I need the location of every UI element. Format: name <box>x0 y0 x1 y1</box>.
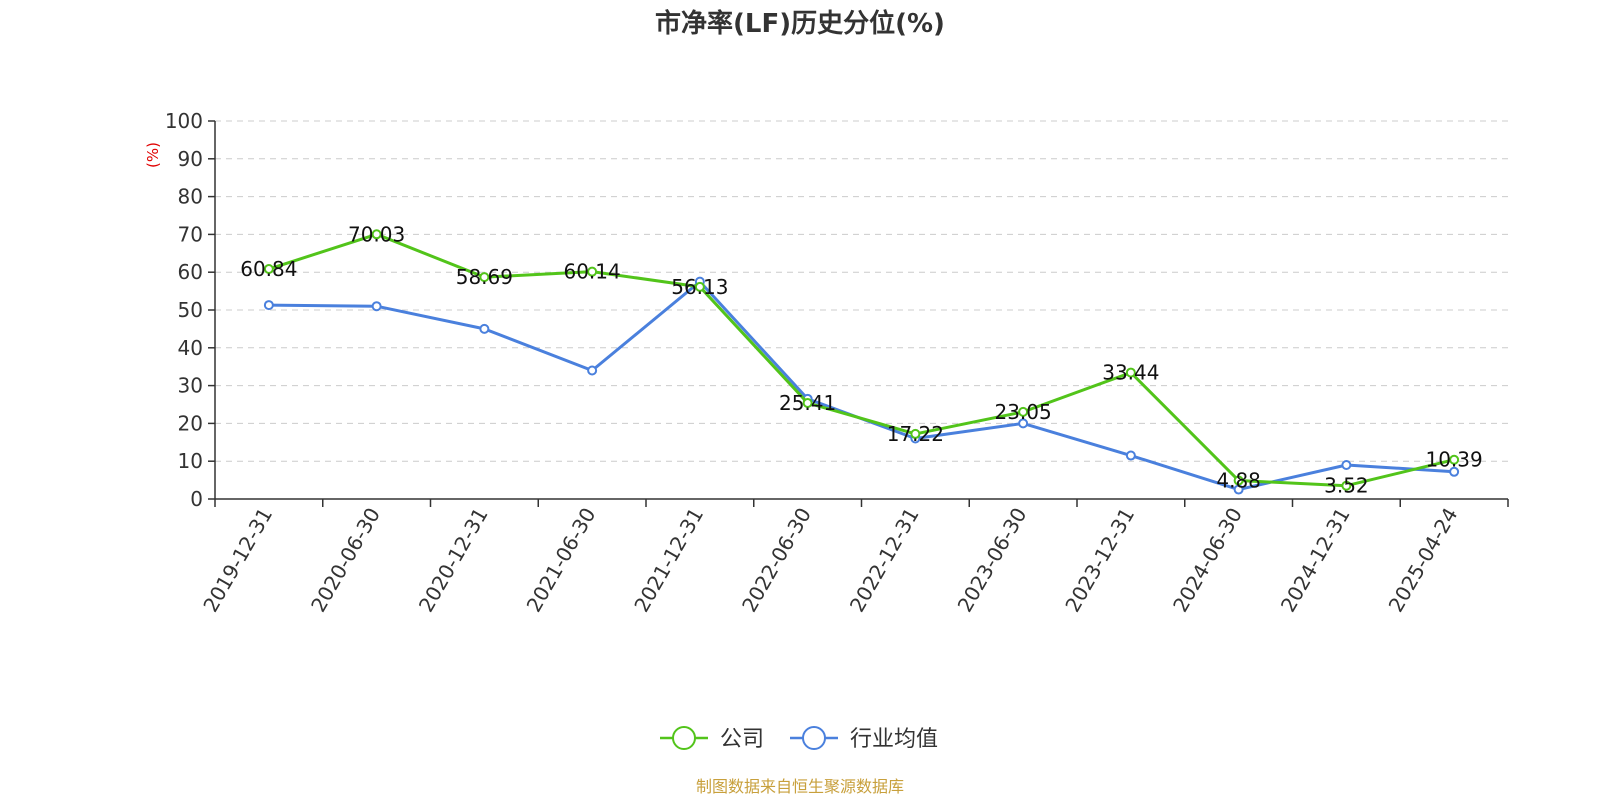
data-point <box>587 365 598 376</box>
data-point <box>263 300 274 311</box>
x-tick-label: 2024-06-30 <box>1168 504 1247 617</box>
y-tick-label: 0 <box>190 487 203 511</box>
data-label: 3.52 <box>1324 474 1369 498</box>
y-axis-unit: (%) <box>144 142 162 168</box>
series-lines <box>263 229 1460 495</box>
data-label: 17.22 <box>887 422 944 446</box>
y-tick-label: 50 <box>178 298 203 322</box>
x-tick-label: 2022-06-30 <box>737 504 816 617</box>
data-label: 58.69 <box>456 265 513 289</box>
data-point <box>371 301 382 312</box>
data-label: 70.03 <box>348 222 405 246</box>
grid-lines <box>215 120 1508 462</box>
legend-label: 公司 <box>720 727 764 752</box>
data-label: 33.44 <box>1102 361 1159 385</box>
x-tick-label: 2022-12-31 <box>845 504 924 617</box>
x-tick-label: 2020-12-31 <box>414 504 493 617</box>
x-tick-label: 2023-06-30 <box>953 504 1032 617</box>
data-label: 23.05 <box>994 400 1051 424</box>
data-point <box>479 272 490 283</box>
data-point <box>1125 450 1136 461</box>
data-point <box>479 323 490 334</box>
y-tick-label: 80 <box>178 185 203 209</box>
data-label: 56.13 <box>671 275 728 299</box>
source-note: 制图数据来自恒生聚源数据库 <box>696 777 904 796</box>
x-tick-label: 2020-06-30 <box>306 504 385 617</box>
legend: 公司 行业均值 <box>660 726 938 752</box>
data-point <box>263 264 274 275</box>
data-point <box>1018 418 1029 429</box>
axes: 0 10 20 30 40 50 60 70 80 90 100 2019-12-31 2020-06-… <box>165 109 1509 617</box>
legend-marker-icon <box>802 726 826 750</box>
x-tick-label: 2021-06-30 <box>522 504 601 617</box>
y-tick-label: 100 <box>165 109 203 133</box>
series-line <box>268 232 1455 488</box>
data-point <box>1125 367 1136 378</box>
data-label: 25.41 <box>779 391 836 415</box>
data-point <box>1341 459 1352 470</box>
data-label: 4.88 <box>1216 469 1261 493</box>
data-labels: 60.84 70.03 58.69 60.14 56.13 25.41 17.22 23.05… <box>240 222 1483 497</box>
y-tick-label: 70 <box>178 222 203 246</box>
y-tick-label: 10 <box>178 449 203 473</box>
chart-title: 市净率(LF)历史分位(%) <box>655 8 945 39</box>
x-tick-label: 2025-04-24 <box>1384 504 1463 617</box>
x-tick-label: 2021-12-31 <box>629 504 708 617</box>
y-tick-label: 60 <box>178 260 203 284</box>
data-point <box>910 428 921 439</box>
data-point <box>802 397 813 408</box>
legend-item[interactable]: 公司 <box>660 726 764 752</box>
legend-marker-icon <box>672 726 696 750</box>
x-tick-label: 2023-12-31 <box>1060 504 1139 617</box>
data-point <box>1341 480 1352 491</box>
data-label: 60.14 <box>563 260 620 284</box>
y-tick-label: 40 <box>178 336 203 360</box>
data-point <box>1449 466 1460 477</box>
data-point <box>694 281 705 292</box>
y-tick-label: 90 <box>178 147 203 171</box>
data-label: 60.84 <box>240 257 297 281</box>
y-tick-label: 20 <box>178 411 203 435</box>
x-tick-label: 2024-12-31 <box>1276 504 1355 617</box>
y-tick-label: 30 <box>178 374 203 398</box>
data-point <box>1018 406 1029 417</box>
data-label: 10.39 <box>1425 448 1482 472</box>
data-point <box>371 229 382 240</box>
legend-label: 行业均值 <box>850 727 938 752</box>
x-tick-label: 2019-12-31 <box>198 504 277 617</box>
data-point <box>1233 475 1244 486</box>
data-point <box>587 266 598 277</box>
legend-item[interactable]: 行业均值 <box>790 726 938 752</box>
data-point <box>1449 454 1460 465</box>
